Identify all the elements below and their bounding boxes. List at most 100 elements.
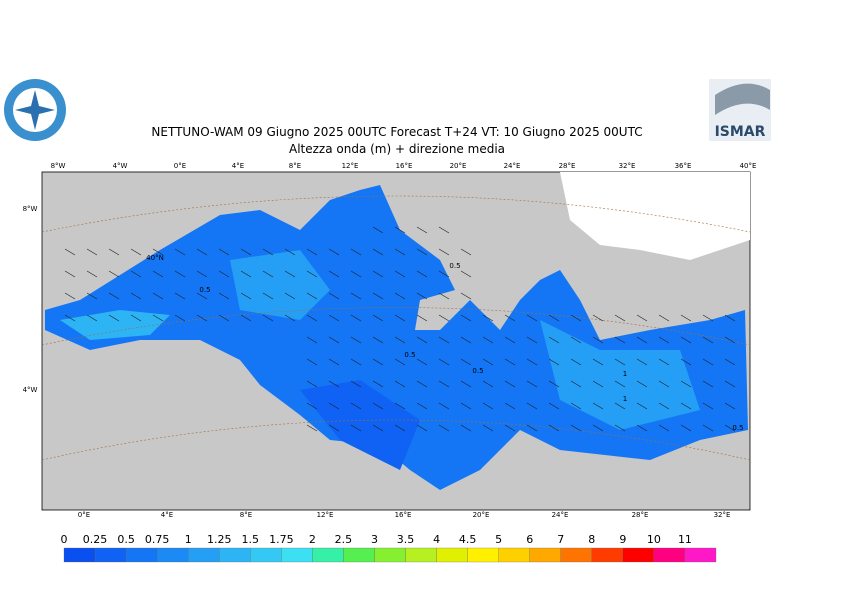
wave-arrow (306, 248, 318, 256)
wave-arrow (614, 336, 626, 344)
wave-arrow (636, 380, 648, 388)
top-lon-label: 16°E (396, 162, 413, 170)
colorbar-label: 11 (678, 533, 692, 546)
wave-arrow (130, 314, 142, 322)
wave-arrow (724, 314, 736, 322)
top-lon-label: 4°E (232, 162, 244, 170)
wave-arrow (328, 380, 340, 388)
top-lon-label: 12°E (342, 162, 359, 170)
wave-arrow (372, 226, 384, 234)
colorbar-label: 3 (371, 533, 378, 546)
wave-arrow (570, 358, 582, 366)
wave-arrow (372, 292, 384, 300)
colorbar-swatch (94, 547, 127, 563)
subtitle: Altezza onda (m) + direzione media (289, 142, 505, 156)
colorbar-label: 6 (526, 533, 533, 546)
contour-label: 0.5 (199, 286, 210, 294)
map (41, 171, 751, 511)
wave-arrow (680, 314, 692, 322)
wave-arrow (636, 336, 648, 344)
wave-arrow (328, 292, 340, 300)
wave-arrow (64, 292, 76, 300)
wave-arrow (526, 380, 538, 388)
wave-arrow (680, 380, 692, 388)
wave-arrow (504, 402, 516, 410)
wave-arrow (394, 270, 406, 278)
wave-arrow (328, 424, 340, 432)
wave-arrow (394, 380, 406, 388)
bottom-lon-label: 28°E (632, 511, 649, 519)
bottom-lon-label: 0°E (78, 511, 90, 519)
top-lon-label: 40°E (740, 162, 757, 170)
wave-arrow (372, 336, 384, 344)
wave-arrow (394, 292, 406, 300)
wave-arrow (416, 358, 428, 366)
wave-arrow (460, 248, 472, 256)
colorbar-swatch (312, 547, 344, 563)
colorbar-label: 4.5 (459, 533, 477, 546)
colorbar-label: 1 (185, 533, 192, 546)
wave-arrow (680, 402, 692, 410)
wave-arrow (438, 314, 450, 322)
wave-arrow (416, 402, 428, 410)
wave-arrow (416, 292, 428, 300)
wave-arrow (218, 248, 230, 256)
wave-arrow (64, 314, 76, 322)
wave-arrow (372, 424, 384, 432)
wave-arrow (526, 402, 538, 410)
wave-arrow (548, 380, 560, 388)
wave-arrow (262, 314, 274, 322)
wave-arrow (174, 270, 186, 278)
wave-arrow (570, 402, 582, 410)
wave-arrow (504, 424, 516, 432)
wave-arrow (438, 292, 450, 300)
wave-arrow (658, 314, 670, 322)
wave-arrow (614, 402, 626, 410)
wave-arrow (152, 270, 164, 278)
wave-arrow (350, 358, 362, 366)
wave-arrow (438, 402, 450, 410)
top-lon-label: 36°E (675, 162, 692, 170)
wave-arrow (460, 380, 472, 388)
wave-arrow (328, 270, 340, 278)
wave-arrow (152, 248, 164, 256)
wave-arrow (350, 380, 362, 388)
lat-label: 8°W (23, 205, 38, 213)
wave-arrow (350, 314, 362, 322)
top-lon-label: 8°W (51, 162, 66, 170)
wave-arrow (262, 248, 274, 256)
wave-arrow (394, 424, 406, 432)
contour-label: 0.5 (449, 262, 460, 270)
wave-arrow (350, 424, 362, 432)
wave-arrow (592, 336, 604, 344)
colorbar-swatch (560, 547, 592, 563)
wave-arrow (460, 424, 472, 432)
wave-arrow (592, 314, 604, 322)
colorbar-label: 9 (619, 533, 626, 546)
wave-arrow (372, 358, 384, 366)
wave-arrow (526, 358, 538, 366)
title: NETTUNO-WAM 09 Giugno 2025 00UTC Forecas… (151, 125, 642, 139)
wave-arrow (108, 314, 120, 322)
wave-arrow (460, 292, 472, 300)
top-lon-label: 20°E (450, 162, 467, 170)
contour-label: 0.5 (404, 351, 415, 359)
wave-arrow (482, 358, 494, 366)
wave-arrow (240, 248, 252, 256)
wave-arrow (240, 270, 252, 278)
wave-arrow (636, 424, 648, 432)
wave-arrow (306, 424, 318, 432)
wave-arrow (460, 402, 472, 410)
lat-label: 40°N (146, 254, 164, 262)
wave-arrow (548, 336, 560, 344)
colorbar-swatch (591, 547, 624, 563)
logo-left (4, 79, 66, 141)
colorbar-label: 4 (433, 533, 440, 546)
wave-arrow (504, 358, 516, 366)
wave-arrow (702, 358, 714, 366)
top-lon-label: 0°E (174, 162, 186, 170)
wave-arrow (548, 314, 560, 322)
colorbar-swatch (684, 547, 717, 563)
colorbar-swatch (343, 547, 375, 563)
